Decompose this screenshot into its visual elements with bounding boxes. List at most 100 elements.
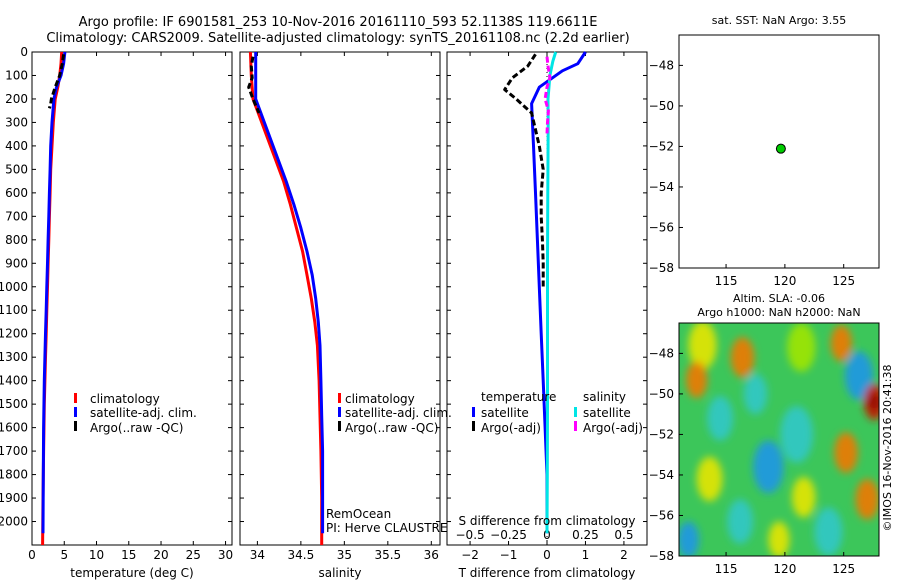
legend-swatch-satellite — [74, 407, 77, 417]
series-line-t-satellite — [530, 51, 587, 534]
legend-swatch-t-satellite — [472, 407, 475, 417]
map-x-tick-label: 125 — [832, 562, 855, 576]
y-tick-label: 1400 — [0, 374, 28, 388]
map-x-tick-label: 115 — [715, 274, 738, 288]
series-line-argo-raw-qc- — [47, 54, 66, 109]
map-y-tick-label: −52 — [649, 427, 674, 441]
legend-label-t-satellite: satellite — [481, 406, 529, 420]
series-line-climatology — [248, 51, 324, 545]
salinity-annotation-pi: PI: Herve CLAUSTRE — [326, 521, 447, 535]
sla-anomaly-blob — [696, 456, 723, 502]
map-y-tick-label: −48 — [649, 346, 674, 360]
x-tick-label: 34.5 — [288, 548, 315, 562]
x-tick-label: −2 — [461, 548, 479, 562]
map-x-tick-label: 120 — [773, 274, 796, 288]
map-x-tick-label: 125 — [832, 274, 855, 288]
salinity-x-label: salinity — [318, 566, 361, 580]
series-line-t-argo-adj- — [503, 53, 545, 287]
sla-anomaly-blob — [730, 337, 755, 378]
sla-anomaly-core — [869, 392, 879, 412]
map-title: sat. SST: NaN Argo: 3.55 — [712, 14, 846, 27]
map-y-tick-label: −54 — [649, 180, 674, 194]
figure-title-line1: Argo profile: IF 6901581_253 10-Nov-2016… — [79, 15, 598, 30]
map-y-tick-label: −50 — [649, 99, 674, 113]
legend-label-t-argo: Argo(-adj) — [481, 421, 541, 435]
difference-x-label: T difference from climatology — [458, 566, 636, 580]
y-tick-label: 400 — [5, 139, 28, 153]
salinity-legend: climatology satellite-adj. clim. Argo(..… — [338, 392, 452, 435]
y-tick-label: 1900 — [0, 491, 28, 505]
sla-anomaly-blob — [855, 479, 879, 520]
location-map-panel: sat. SST: NaN Argo: 3.55 115 120 125 −48 −50… — [649, 14, 880, 288]
salinity-panel: 34 34.5 35 35.5 36 salinity climatology sate… — [239, 51, 452, 580]
legend-swatch-satellite — [338, 407, 341, 417]
legend-label-argo: Argo(..raw -QC) — [90, 421, 183, 435]
legend-label-climatology: climatology — [345, 392, 415, 406]
map-x-tick-label: 115 — [715, 562, 738, 576]
y-tick-label: 1500 — [0, 397, 28, 411]
difference-legend: temperature salinity satellite Argo(-adj… — [472, 390, 643, 435]
y-tick-label: 900 — [5, 256, 28, 270]
difference-top-label: S difference from climatology — [459, 514, 636, 528]
temperature-x-label: temperature (deg C) — [70, 566, 193, 580]
legend-swatch-argo — [74, 421, 77, 431]
sla-anomaly-blob — [780, 406, 814, 463]
s-diff-tick-label: 0.25 — [572, 528, 599, 542]
y-tick-label: 1200 — [0, 327, 28, 341]
temperature-legend: climatology satellite-adj. clim. Argo(..… — [74, 392, 197, 435]
legend-swatch-s-argo — [574, 421, 577, 431]
sla-anomaly-blob — [768, 521, 790, 556]
legend-swatch-argo — [338, 421, 341, 431]
y-tick-label: 500 — [5, 162, 28, 176]
s-diff-tick-label: −0.5 — [456, 528, 485, 542]
sla-axes-frame — [678, 322, 880, 557]
x-tick-label: 30 — [218, 548, 233, 562]
legend-label-climatology: climatology — [90, 392, 160, 406]
legend-swatch-climatology — [74, 393, 77, 403]
legend-swatch-s-satellite — [574, 407, 577, 417]
sla-anomaly-blob — [814, 507, 843, 556]
y-tick-label: 1700 — [0, 444, 28, 458]
map-x-tick-label: 120 — [773, 562, 796, 576]
legend-label-s-satellite: satellite — [583, 406, 631, 420]
x-tick-label: 1 — [582, 548, 590, 562]
x-tick-label: 25 — [186, 548, 201, 562]
map-y-tick-label: −52 — [649, 139, 674, 153]
salinity-annotation-project: RemOcean — [326, 507, 391, 521]
legend-label-satellite: satellite-adj. clim. — [90, 406, 197, 420]
sla-anomaly-blob — [727, 499, 754, 544]
legend-swatch-climatology — [338, 393, 341, 403]
x-tick-label: 35.5 — [374, 548, 401, 562]
sla-anomaly-blob — [830, 325, 852, 362]
s-diff-tick-label: −0.25 — [490, 528, 527, 542]
sla-anomaly-blob — [679, 521, 699, 556]
y-tick-label: 800 — [5, 233, 28, 247]
y-tick-label: 200 — [5, 92, 28, 106]
y-tick-label: 2000 — [0, 515, 28, 529]
sla-anomaly-blob — [844, 351, 874, 400]
map-y-tick-label: −58 — [649, 549, 674, 563]
y-tick-label: 1000 — [0, 280, 28, 294]
salinity-axes-frame — [239, 51, 441, 546]
y-tick-label: 0 — [20, 45, 28, 59]
x-tick-label: 15 — [121, 548, 136, 562]
y-tick-label: 1800 — [0, 468, 28, 482]
series-line-satellite-adj-clim- — [41, 51, 67, 534]
map-y-tick-label: −48 — [649, 58, 674, 72]
x-tick-label: 2 — [620, 548, 628, 562]
x-tick-label: 35 — [337, 548, 352, 562]
s-diff-tick-label: 0 — [543, 528, 551, 542]
y-tick-label: 300 — [5, 115, 28, 129]
y-tick-label: 1100 — [0, 303, 28, 317]
x-tick-label: −1 — [500, 548, 518, 562]
sla-subtitle: Argo h1000: NaN h2000: NaN — [697, 306, 860, 319]
sla-title: Altim. SLA: -0.06 — [733, 292, 825, 305]
x-tick-label: 5 — [60, 548, 68, 562]
series-line-s-argo-adj- — [543, 56, 552, 135]
legend-label-argo: Argo(..raw -QC) — [345, 421, 438, 435]
x-tick-label: 10 — [89, 548, 104, 562]
y-tick-label: 1600 — [0, 421, 28, 435]
x-tick-label: 20 — [153, 548, 168, 562]
legend-swatch-t-argo — [472, 421, 475, 431]
